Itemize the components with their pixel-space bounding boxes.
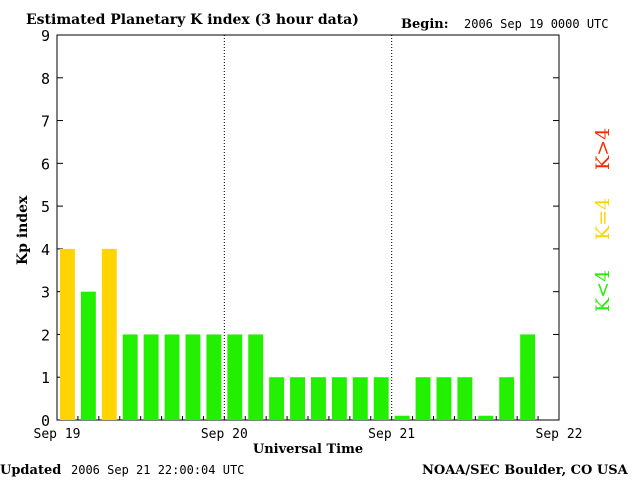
begin-value: 2006 Sep 19 0000 UTC <box>464 17 609 31</box>
kp-bar <box>122 334 138 420</box>
y-tick-label: 2 <box>41 326 50 344</box>
kp-bar <box>206 334 222 420</box>
kp-bar <box>352 377 368 420</box>
updated-label: Updated <box>0 463 61 478</box>
y-tick-label: 4 <box>41 241 50 259</box>
kp-bar <box>457 377 473 420</box>
updated-value: 2006 Sep 21 22:00:04 UTC <box>71 463 244 477</box>
x-tick-label: Sep 21 <box>368 427 415 442</box>
x-tick-label: Sep 20 <box>201 427 248 442</box>
kp-bar <box>436 377 452 420</box>
kp-bar <box>331 377 347 420</box>
begin-label: Begin: <box>401 17 449 32</box>
y-tick-label: 0 <box>41 412 50 430</box>
legend-k-lt4: K<4 <box>592 270 614 312</box>
chart-title: Estimated Planetary K index (3 hour data… <box>26 12 359 28</box>
y-tick-label: 1 <box>41 369 50 387</box>
y-tick-label: 7 <box>41 113 50 131</box>
kp-bar <box>143 334 159 420</box>
y-tick-label: 8 <box>41 70 50 88</box>
kp-bar <box>290 377 305 420</box>
y-tick-label: 9 <box>41 27 50 45</box>
x-tick-label: Sep 19 <box>34 427 81 442</box>
kp-bar <box>227 334 243 420</box>
kp-bar <box>101 248 117 420</box>
y-tick-label: 5 <box>41 198 50 216</box>
kp-bar <box>269 377 285 420</box>
y-axis-label: Kp index <box>15 195 31 265</box>
kp-bar <box>478 415 494 420</box>
kp-bar <box>164 334 180 420</box>
kp-bar <box>80 291 96 420</box>
source-credit: NOAA/SEC Boulder, CO USA <box>422 463 629 478</box>
kp-bar <box>248 334 264 420</box>
kp-bar <box>499 377 515 420</box>
y-tick-label: 6 <box>41 155 50 173</box>
x-axis-label: Universal Time <box>253 442 363 457</box>
kp-bar <box>373 377 389 420</box>
kp-bar <box>311 377 326 420</box>
kp-bar <box>415 377 431 420</box>
kp-bar <box>394 415 410 420</box>
y-tick-label: 3 <box>41 284 50 302</box>
kp-bar <box>60 248 75 420</box>
legend-k-eq4: K=4 <box>592 198 614 240</box>
legend-k-gt4: K>4 <box>592 128 614 170</box>
kp-bar <box>520 334 536 420</box>
kp-bar <box>185 334 201 420</box>
x-tick-label: Sep 22 <box>536 427 583 442</box>
